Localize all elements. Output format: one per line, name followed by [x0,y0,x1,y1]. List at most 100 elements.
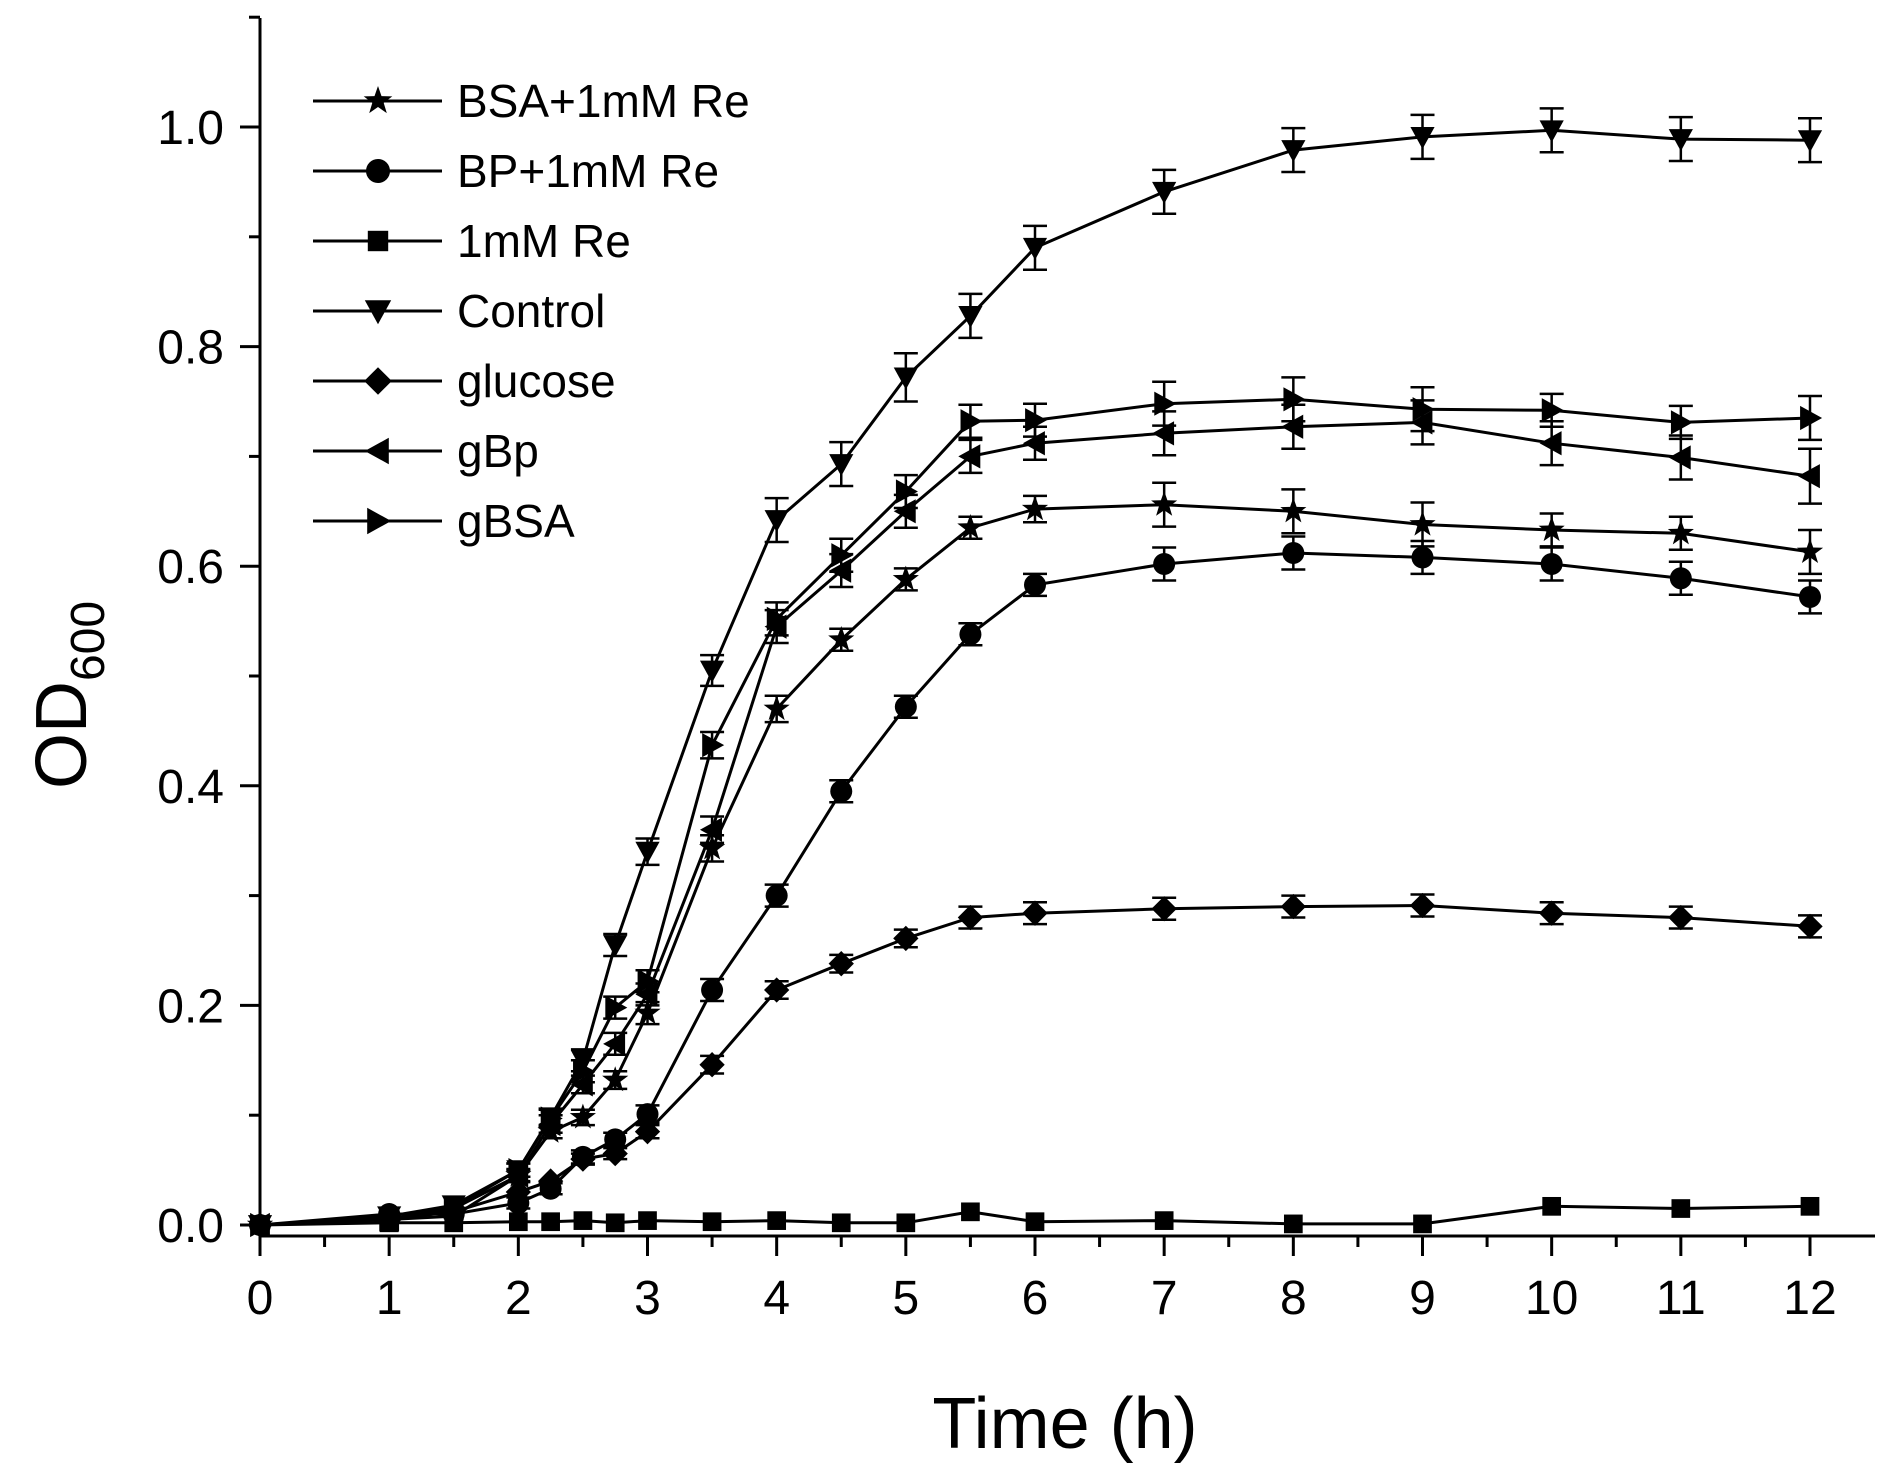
data-point [1668,445,1691,470]
x-tick-label: 3 [634,1272,661,1325]
data-point [1796,538,1824,563]
legend-label: 1mM Re [457,215,631,267]
data-point [893,925,919,952]
data-point [1538,516,1565,542]
x-tick-label: 7 [1151,1272,1178,1325]
legend-marker [364,367,392,395]
x-tick-label: 12 [1783,1272,1836,1325]
legend-item: BSA+1mM Re [313,75,750,127]
legend-marker [363,86,393,114]
data-point [1154,1211,1174,1230]
x-tick-label: 6 [1022,1272,1049,1325]
data-point [830,780,853,803]
data-point [960,409,983,434]
data-point [766,606,789,632]
data-point [1154,391,1177,416]
legend-item: Control [313,285,605,337]
data-point [1151,896,1177,922]
data-point [893,367,918,390]
data-point [1800,405,1823,431]
data-point [638,1211,657,1230]
data-point [1670,410,1693,435]
series-gbsa [250,376,1823,1238]
data-point [894,695,917,718]
data-point [1539,431,1562,456]
x-axis-title: Time (h) [932,1384,1197,1464]
data-point [508,1158,531,1183]
data-point [961,1202,980,1222]
data-point [1797,464,1820,489]
data-point [635,982,658,1007]
data-point [1151,491,1178,516]
y-tick-label: 0.4 [157,761,224,814]
x-tick-label: 11 [1656,1272,1706,1325]
data-point [1669,567,1692,590]
data-point [896,1213,916,1233]
data-point [569,1103,596,1129]
axes-group: 0 1 2 3 4 5 6 7 8 9 10 11 120.00.20.40.60.81.0 [157,15,1875,1325]
series-group [246,107,1824,1238]
data-point [1671,1199,1691,1218]
data-point [605,1213,625,1233]
data-point [1667,519,1694,545]
data-point [1153,553,1176,576]
x-tick-label: 4 [763,1272,790,1325]
data-point [702,1212,722,1232]
data-point [1022,237,1048,260]
data-point [702,733,725,758]
data-point [637,969,660,994]
data-point [604,1128,627,1151]
data-point [1668,904,1694,931]
data-point [828,626,855,651]
data-point [1412,397,1435,422]
data-point [1280,893,1306,920]
y-axis-title: OD600 [22,601,115,789]
data-point [959,623,982,646]
legend-label: BSA+1mM Re [457,75,750,127]
data-point [505,1179,531,1205]
data-point [763,695,790,721]
data-point [1411,546,1434,569]
series-control [247,107,1823,1238]
data-point [635,841,660,864]
data-point [636,1103,659,1126]
x-tick-label: 8 [1280,1272,1307,1325]
legend-item: 1mM Re [313,215,631,267]
data-point [1797,913,1823,939]
data-point [573,1211,593,1230]
data-point [1283,387,1306,412]
data-point [605,995,628,1020]
x-tick-label: 0 [247,1272,274,1325]
data-point [1409,510,1436,536]
legend-marker [367,230,389,252]
data-point [1025,1212,1045,1232]
legend-label: gBp [457,425,539,477]
data-point [893,499,916,524]
legend-item: glucose [313,355,616,407]
x-tick-label: 5 [892,1272,919,1325]
data-point [570,1072,593,1097]
data-point [958,305,983,328]
legend-item: gBSA [313,495,575,547]
data-point [634,999,661,1025]
x-tick-label: 1 [376,1272,403,1325]
data-point [699,817,722,842]
y-tick-label: 1.0 [157,102,224,155]
data-point [701,979,724,1002]
data-point [831,543,854,568]
legend-marker [366,159,390,183]
data-point [765,884,788,907]
legend-item: BP+1mM Re [313,145,719,197]
data-point [831,1213,851,1233]
data-point [699,1052,725,1078]
data-point [1409,892,1436,919]
data-point [1539,120,1564,143]
data-point [764,977,790,1003]
data-point [1024,573,1046,596]
y-tick-label: 0.8 [157,322,224,375]
data-point [379,1207,402,1232]
data-point [957,514,984,539]
y-axis-title-subscript: 600 [62,601,115,681]
data-point [957,904,984,931]
legend-marker [367,507,392,535]
